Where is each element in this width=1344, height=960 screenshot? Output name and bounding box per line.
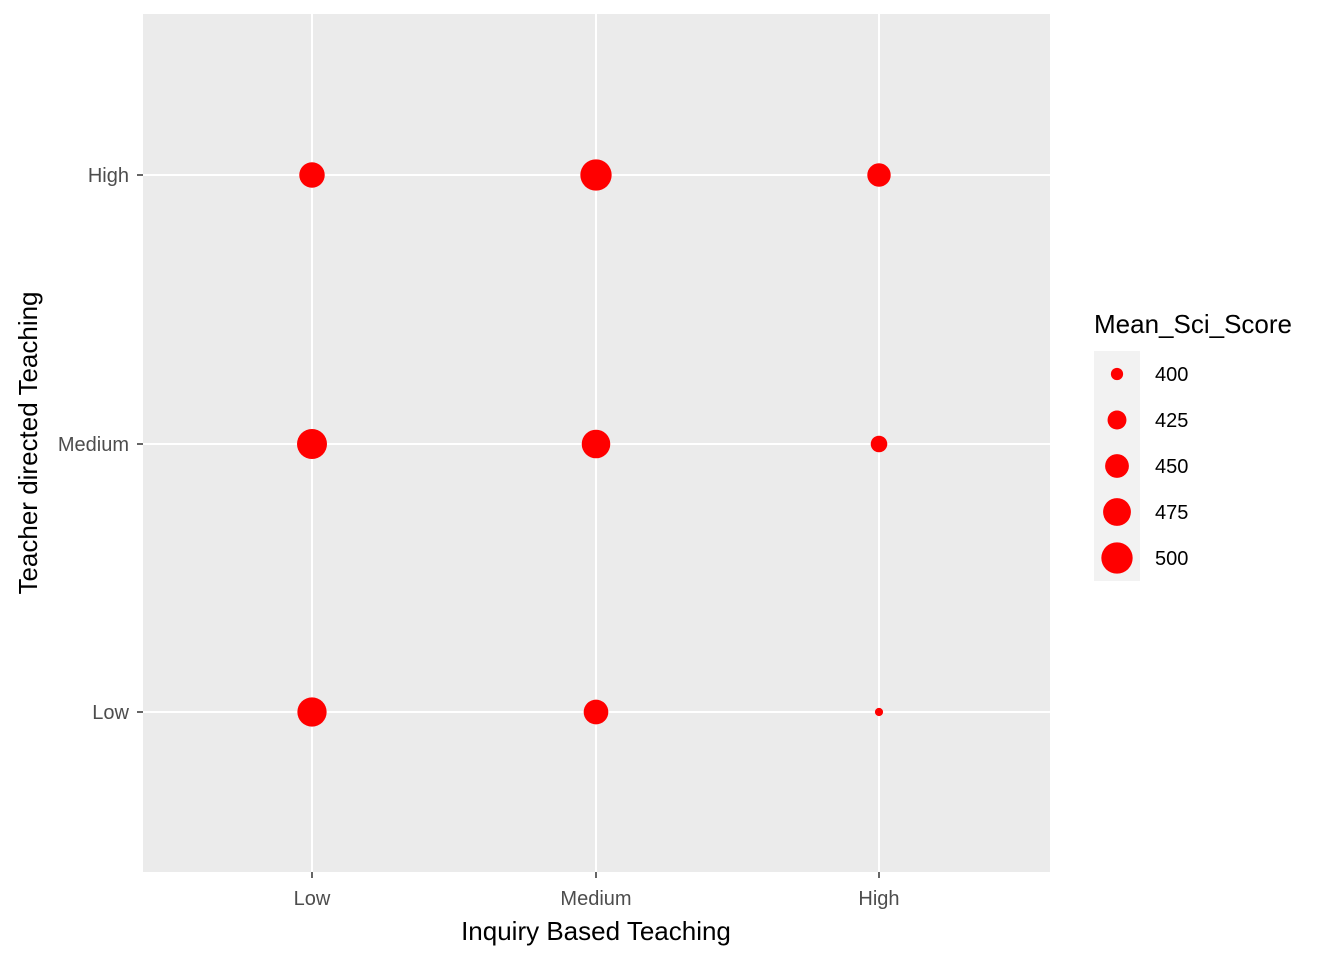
data-point (297, 697, 327, 727)
data-point (867, 163, 891, 187)
data-point (299, 162, 325, 188)
legend-items: 400 425 450 475 500 (1101, 364, 1188, 574)
y-tick-label: High (88, 165, 129, 187)
data-point (874, 707, 884, 717)
x-tick-label: High (858, 888, 899, 910)
legend-key-point (1105, 454, 1129, 478)
legend-key-point (1110, 367, 1124, 381)
x-tick-label: Low (294, 888, 331, 910)
legend-key-point (1107, 410, 1127, 430)
y-tick-label: Medium (58, 434, 129, 456)
axis-ticks: Low Medium High Low Medium High (58, 165, 900, 910)
data-point (583, 699, 609, 725)
legend-label: 500 (1155, 548, 1188, 570)
legend-title: Mean_Sci_Score (1094, 309, 1292, 339)
legend-key-point (1103, 498, 1131, 526)
size-legend: Mean_Sci_Score 400 425 450 475 500 (1094, 309, 1292, 581)
data-point (870, 435, 888, 453)
x-axis-title: Inquiry Based Teaching (461, 916, 731, 946)
data-point (580, 159, 612, 191)
x-tick-label: Medium (560, 888, 631, 910)
legend-label: 450 (1155, 456, 1188, 478)
data-point (581, 429, 611, 459)
data-points (297, 159, 891, 727)
legend-key-point (1101, 542, 1133, 574)
legend-label: 475 (1155, 502, 1188, 524)
legend-label: 425 (1155, 410, 1188, 432)
y-axis-title: Teacher directed Teaching (13, 291, 43, 594)
y-tick-label: Low (92, 702, 129, 724)
legend-label: 400 (1155, 364, 1188, 386)
data-point (297, 429, 327, 459)
